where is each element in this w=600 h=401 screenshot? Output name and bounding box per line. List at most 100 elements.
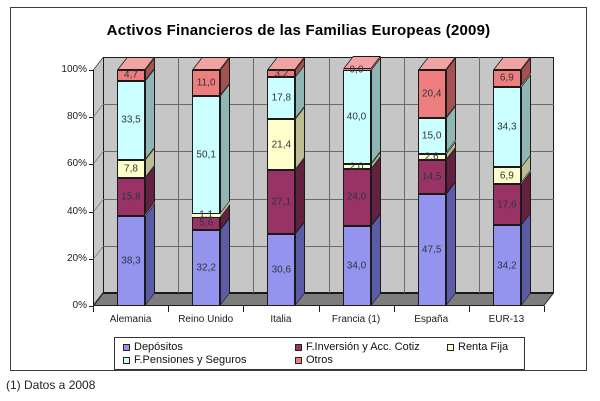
x-category-label: España [414,314,449,325]
floor [93,293,555,306]
legend-item: Renta Fija [447,341,516,353]
x-category-label: Reino Unido [178,314,234,325]
bar-segment [417,159,446,194]
bar-segment-side [445,180,456,306]
value-label: 21,4 [271,139,292,151]
chart-container: Activos Financieros de las Familias Euro… [10,7,587,371]
value-label: 11,0 [196,77,216,89]
x-category-label: EUR-13 [488,314,525,325]
legend-item: Depósitos [123,341,295,353]
y-tick [89,164,93,166]
value-label: 2,0 [349,161,364,173]
bar-segment [342,69,371,70]
value-label: 17,8 [271,92,292,104]
bar-segment [342,225,371,306]
value-label: 33,5 [121,114,141,126]
value-label: 32,2 [196,262,216,274]
legend-swatch [447,343,454,351]
legend-label: Otros [306,354,333,366]
grid-line-vertical [253,57,255,293]
bar-segment [417,193,446,306]
legend-swatch [123,343,130,351]
bar-segment-side [295,220,306,306]
bar-segment [492,167,521,184]
value-label: 6,9 [499,170,514,182]
footnote: (1) Datos a 2008 [6,378,96,392]
bar-segment [342,70,371,165]
value-label: 34,0 [346,260,367,272]
bar-segment [192,230,221,306]
grid-line-vertical [478,57,480,293]
bar-segment-side [145,67,155,160]
grid-line-vertical [178,57,180,293]
legend: Depósitos F.Inversión y Acc. Cotiz Renta F… [114,337,525,370]
legend-swatch [123,356,130,364]
x-tick [243,306,245,312]
value-label: 27,1 [271,196,292,208]
bar-segment [192,70,221,96]
chart-title: Activos Financieros de las Familias Euro… [106,22,491,39]
legend-label: F.Pensiones y Seguros [134,354,247,366]
x-tick [168,306,170,312]
plot-area: 0% 20% 40% 60% 80% 100% Alemania Reino Unido Ita… [11,8,586,370]
y-tick [89,211,93,213]
bar-segment-side [370,57,381,165]
bar-segment-side [295,156,306,234]
grid-line-vertical [403,57,405,293]
value-label: 1,1 [199,209,214,221]
bar-segment [417,70,446,119]
bar-segment-side [520,212,531,306]
value-label: 40,0 [346,111,367,123]
bar-segment [492,70,521,87]
bar-segment [267,77,296,120]
bar-segment-side [145,202,155,306]
value-label: 24,0 [346,191,367,203]
legend-label: Depósitos [134,341,183,353]
bar-segment [117,178,145,216]
x-tick [93,306,94,312]
bar-segment [492,225,521,306]
legend-item: Otros [295,354,447,366]
x-category-label: Francia (1) [331,314,381,325]
value-label: 4,7 [124,69,138,81]
value-label: 2,6 [424,151,439,163]
y-tick-label: 100% [61,64,87,75]
value-label: 17,6 [497,199,517,211]
value-label: 7,8 [124,163,138,175]
bar-segment-side [220,217,231,306]
y-tick [89,70,93,71]
value-label: 34,3 [497,121,517,133]
bar-segment [117,215,145,306]
grid-line-vertical [328,57,330,293]
bar-segment [117,69,145,81]
y-tick [89,258,93,260]
x-category-label: Alemania [109,314,152,325]
y-tick-label: 40% [66,205,87,217]
legend-swatch [295,356,302,364]
y-tick-label: 80% [66,111,87,123]
y-tick-label: 60% [66,158,87,170]
legend-label: F.Inversión y Acc. Cotiz [306,341,420,353]
bar-segment [267,119,296,170]
value-label: 34,2 [497,260,517,272]
bar-segment [192,214,221,217]
value-label: 50,1 [196,149,216,161]
bar-segment-side [220,82,231,215]
bar-segment [117,80,145,160]
value-label: 38,3 [121,255,141,267]
x-tick [393,306,395,312]
bar-segment [192,95,221,215]
x-tick [544,306,545,312]
legend-item: F.Inversión y Acc. Cotiz [295,341,447,353]
y-tick-label: 20% [66,252,87,264]
bar-segment [417,153,446,160]
bar-segment [267,233,296,306]
bar-segment [342,169,371,226]
legend-swatch [295,343,302,351]
bar-segment [267,69,296,78]
left-wall [93,57,103,306]
bar-segment-side [520,73,531,168]
x-tick [318,306,320,312]
y-tick [89,306,93,307]
